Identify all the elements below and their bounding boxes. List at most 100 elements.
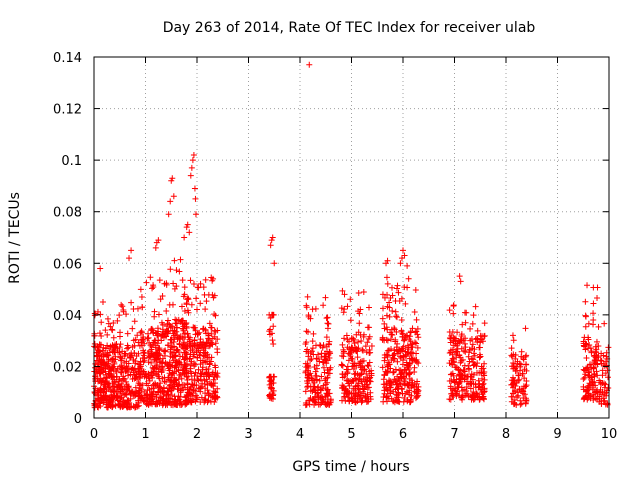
data-point (325, 320, 332, 327)
data-point (399, 386, 406, 393)
data-point (355, 329, 362, 336)
data-point (168, 343, 175, 350)
data-point (516, 386, 523, 393)
data-point (381, 390, 388, 397)
data-point (343, 366, 350, 373)
data-point (310, 330, 317, 337)
data-point (474, 339, 481, 346)
data-point (469, 320, 476, 327)
data-point (384, 291, 391, 298)
data-point (266, 311, 273, 318)
data-point (521, 375, 528, 382)
data-point (466, 349, 473, 356)
data-point (157, 296, 164, 303)
data-point (586, 380, 593, 387)
data-point (465, 365, 472, 372)
data-point (454, 381, 461, 388)
data-point (267, 314, 274, 321)
data-point (181, 307, 188, 314)
data-point (582, 346, 589, 353)
data-point (474, 360, 481, 367)
data-point (178, 387, 185, 394)
data-point (309, 397, 316, 404)
data-point (393, 328, 400, 335)
data-point (320, 364, 327, 371)
data-point (188, 301, 195, 308)
data-point (129, 343, 136, 350)
data-point (384, 398, 391, 405)
data-point (92, 364, 99, 371)
data-point (362, 394, 369, 401)
data-point (208, 324, 215, 331)
data-point (167, 363, 174, 370)
data-point (317, 395, 324, 402)
data-point (392, 308, 399, 315)
data-point (111, 360, 118, 367)
data-point (447, 347, 454, 354)
data-point (367, 374, 374, 381)
data-point (209, 371, 216, 378)
data-point (365, 384, 372, 391)
data-point (339, 287, 346, 294)
data-point (309, 388, 316, 395)
data-point (593, 368, 600, 375)
data-point (307, 357, 314, 364)
data-point (358, 399, 365, 406)
data-point (122, 391, 129, 398)
data-point (267, 326, 274, 333)
data-point (164, 392, 171, 399)
x-tick-label: 5 (347, 427, 355, 442)
data-point (187, 351, 194, 358)
data-point (518, 348, 525, 355)
data-point (590, 370, 597, 377)
data-point (409, 357, 416, 364)
data-point (406, 375, 413, 382)
data-point (383, 385, 390, 392)
data-point (586, 341, 593, 348)
data-point (481, 320, 488, 327)
data-point (201, 380, 208, 387)
data-point (112, 356, 119, 363)
data-point (352, 370, 359, 377)
x-tick-label: 6 (399, 427, 407, 442)
data-point (459, 321, 466, 328)
data-point (102, 368, 109, 375)
data-point (96, 356, 103, 363)
data-point (364, 377, 371, 384)
data-point (167, 266, 174, 273)
data-point (596, 377, 603, 384)
data-point (97, 265, 104, 272)
data-point (173, 267, 180, 274)
data-point (155, 347, 162, 354)
data-point (95, 396, 102, 403)
data-point (193, 396, 200, 403)
data-point (165, 328, 172, 335)
data-point (124, 404, 131, 411)
data-point (398, 316, 405, 323)
data-point (185, 373, 192, 380)
data-point (461, 309, 468, 316)
data-point (200, 325, 207, 332)
data-point (136, 381, 143, 388)
data-point (318, 350, 325, 357)
data-point (393, 314, 400, 321)
data-point (471, 346, 478, 353)
data-point (323, 315, 330, 322)
data-point (471, 352, 478, 359)
data-point (314, 356, 321, 363)
data-point (409, 340, 416, 347)
data-point (351, 340, 358, 347)
data-point (460, 347, 467, 354)
data-point (212, 364, 219, 371)
data-point (179, 367, 186, 374)
data-point (210, 376, 217, 383)
data-point (172, 359, 179, 366)
data-point (414, 325, 421, 332)
data-point (159, 387, 166, 394)
data-point (153, 356, 160, 363)
data-point (170, 193, 177, 200)
data-point (104, 360, 111, 367)
data-point (181, 349, 188, 356)
data-point (147, 353, 154, 360)
data-point (449, 387, 456, 394)
